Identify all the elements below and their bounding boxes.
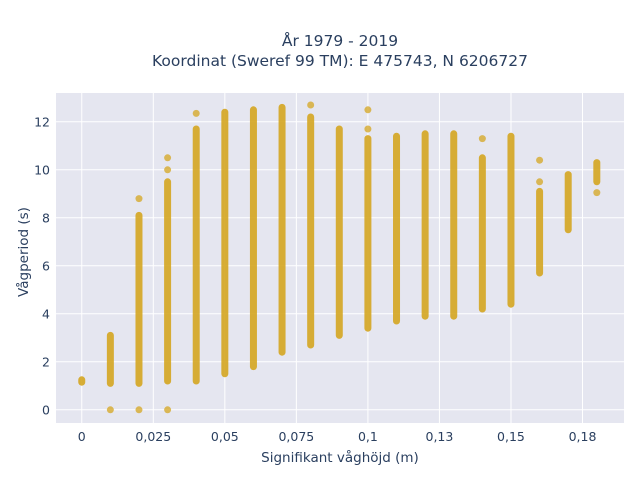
x-tick-label: 0,075 xyxy=(278,429,314,444)
data-point-column xyxy=(278,103,286,356)
data-point-column xyxy=(564,171,572,234)
data-point-column xyxy=(364,135,372,332)
chart-title: År 1979 - 2019 xyxy=(282,31,398,50)
data-point xyxy=(164,406,172,414)
x-tick-label: 0 xyxy=(78,429,86,444)
data-point-column xyxy=(249,106,257,371)
data-point-column xyxy=(393,132,401,325)
data-point-column xyxy=(335,125,343,339)
data-point xyxy=(135,195,143,203)
data-point-column xyxy=(421,130,429,320)
x-tick-label: 0,025 xyxy=(135,429,171,444)
data-point xyxy=(364,106,372,114)
y-tick-labels: 0 2 4 6 8 10 12 xyxy=(34,114,50,417)
y-tick-label: 4 xyxy=(42,306,50,321)
data-point-column xyxy=(307,113,315,349)
data-point xyxy=(536,156,544,164)
data-point-column xyxy=(478,154,486,313)
data-point-column xyxy=(106,331,114,387)
x-tick-label: 0,18 xyxy=(569,429,597,444)
data-point xyxy=(135,406,143,414)
y-tick-label: 2 xyxy=(42,354,50,369)
data-point-column xyxy=(507,132,515,308)
x-tick-label: 0,15 xyxy=(497,429,525,444)
data-point xyxy=(164,166,172,174)
data-point xyxy=(106,406,114,414)
data-point-column xyxy=(164,178,172,385)
data-point xyxy=(593,189,601,197)
data-point-column xyxy=(135,211,143,387)
y-tick-label: 8 xyxy=(42,210,50,225)
data-point xyxy=(192,109,200,117)
x-tick-label: 0,13 xyxy=(426,429,454,444)
x-tick-label: 0,1 xyxy=(358,429,378,444)
data-point-column xyxy=(593,159,601,186)
data-point xyxy=(536,178,544,186)
data-points xyxy=(78,101,601,414)
data-point-column xyxy=(536,187,544,277)
y-axis-title: Vågperiod (s) xyxy=(15,207,32,297)
y-tick-label: 6 xyxy=(42,258,50,273)
data-point-column xyxy=(78,376,86,386)
data-point xyxy=(164,154,172,162)
x-axis-title: Signifikant våghöjd (m) xyxy=(261,449,419,466)
data-point-column xyxy=(221,108,229,378)
y-tick-label: 12 xyxy=(34,114,50,129)
x-tick-label: 0,05 xyxy=(211,429,239,444)
data-point xyxy=(364,125,372,133)
data-point-column xyxy=(192,125,200,385)
data-point xyxy=(307,101,315,109)
x-tick-labels: 0 0,025 0,05 0,075 0,1 0,13 0,15 0,18 xyxy=(78,429,597,444)
chart-subtitle: Koordinat (Sweref 99 TM): E 475743, N 62… xyxy=(152,52,528,70)
y-tick-label: 10 xyxy=(34,162,50,177)
data-point xyxy=(478,135,486,143)
y-tick-label: 0 xyxy=(42,402,50,417)
data-point-column xyxy=(450,130,458,320)
